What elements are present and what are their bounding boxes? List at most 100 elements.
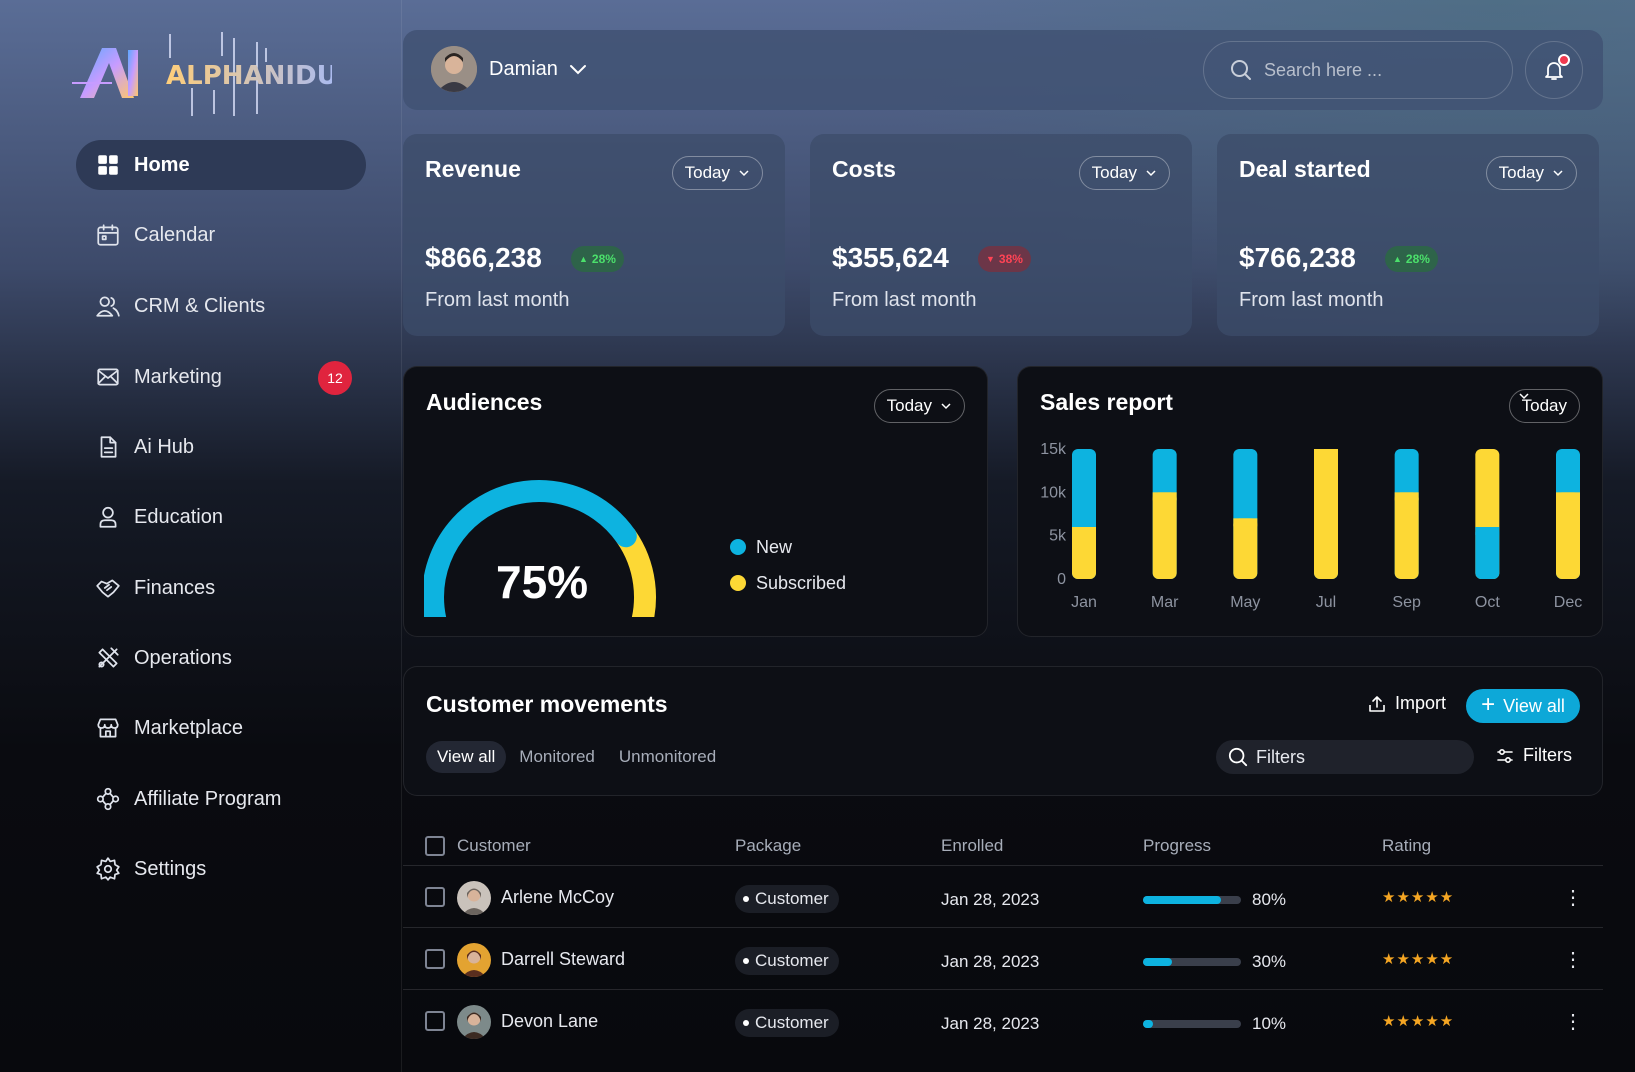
sidebar-item-affiliate-program[interactable]: Affiliate Program — [76, 774, 366, 824]
sidebar-item-label: Operations — [134, 646, 232, 669]
sidebar-item-finances[interactable]: Finances — [76, 563, 366, 613]
bar-segment-join — [1394, 492, 1419, 501]
sidebar-item-label: Marketing — [134, 365, 222, 388]
y-tick-label: 10k — [1040, 484, 1067, 501]
search-input[interactable] — [1264, 59, 1484, 81]
enrolled-date: Jan 28, 2023 — [941, 952, 1040, 971]
top-bar: Damian — [403, 30, 1603, 110]
sales-report-title: Sales report — [1040, 389, 1173, 415]
import-button[interactable]: Import — [1367, 693, 1446, 714]
document-icon — [94, 433, 122, 461]
rating-stars: ★★★★★ — [1382, 1013, 1455, 1030]
period-dropdown[interactable]: Today — [1485, 156, 1577, 190]
sidebar-item-label: Settings — [134, 857, 207, 880]
column-header-rating[interactable]: Rating — [1382, 836, 1432, 855]
tab-monitored[interactable]: Monitored — [519, 747, 595, 766]
sidebar-item-crm-clients[interactable]: CRM & Clients — [76, 281, 366, 331]
view-all-label: View all — [1503, 695, 1565, 716]
rating-stars: ★★★★★ — [1382, 889, 1455, 906]
table-row[interactable]: Arlene McCoy Customer Jan 28, 2023 80% ★★★★★… — [403, 866, 1603, 928]
bar-segment-bottom[interactable] — [1233, 518, 1258, 579]
sidebar-item-home[interactable]: Home — [76, 140, 366, 190]
row-checkbox[interactable] — [425, 887, 445, 907]
filters-button[interactable]: Filters — [1495, 745, 1572, 766]
column-header-package[interactable]: Package — [735, 836, 802, 855]
more-options-icon[interactable]: ⋮ — [1563, 887, 1583, 909]
x-tick-label: Oct — [1475, 594, 1500, 611]
stat-value: $866,238 — [425, 242, 542, 273]
more-options-icon[interactable]: ⋮ — [1563, 949, 1583, 971]
sidebar-item-marketplace[interactable]: Marketplace — [76, 703, 366, 753]
sidebar-item-calendar[interactable]: Calendar — [76, 210, 366, 260]
period-dropdown[interactable]: Today — [1078, 156, 1170, 190]
sidebar-item-marketing[interactable]: Marketing 12 — [76, 352, 366, 402]
column-header-progress[interactable]: Progress — [1143, 836, 1212, 855]
network-icon — [94, 785, 122, 813]
period-label: Today — [684, 163, 730, 182]
column-header-customer[interactable]: Customer — [457, 836, 531, 855]
sales-report-card: 0 5k 10k 15k Jan Mar May Jul Sep Oct Dec Sales rep… — [1017, 366, 1603, 637]
progress-fill — [1143, 958, 1173, 966]
progress-bar — [1143, 896, 1241, 904]
customer-movements-panel: Customer movements Import + View all Vie… — [403, 666, 1603, 796]
legend-label: Subscribed — [756, 573, 847, 593]
legend-swatch — [730, 575, 746, 591]
notification-dot — [1558, 54, 1570, 66]
audiences-period-dropdown[interactable]: Today — [873, 389, 965, 423]
table-row[interactable]: Darrell Steward Customer Jan 28, 2023 30% ★★… — [403, 928, 1603, 990]
bar-segment-bottom[interactable] — [1314, 449, 1338, 579]
package-label: Customer — [755, 951, 829, 970]
bar-segment-bottom[interactable] — [1556, 492, 1580, 579]
arrow-up-icon: ▲ — [1393, 254, 1402, 264]
change-value: 38% — [998, 252, 1023, 266]
bar-segment-bottom[interactable] — [1152, 492, 1177, 579]
sidebar-item-label: Finances — [134, 576, 216, 599]
user-menu[interactable]: Damian — [431, 46, 588, 92]
sidebar-item-ai-hub[interactable]: Ai Hub — [76, 422, 366, 472]
package-badge: Customer — [735, 947, 839, 975]
period-label: Today — [1091, 163, 1137, 182]
search-bar[interactable] — [1203, 41, 1513, 99]
notifications-button[interactable] — [1525, 41, 1583, 99]
sidebar-item-operations[interactable]: Operations — [76, 633, 366, 683]
audiences-gauge — [424, 480, 656, 617]
audiences-percent: 75% — [496, 556, 589, 608]
chevron-down-icon — [1519, 393, 1529, 400]
row-checkbox[interactable] — [425, 949, 445, 969]
tab-view-all[interactable]: View all — [426, 741, 507, 773]
deal-started-card: Deal started Today $766,238 ▲ 28% From last m… — [1217, 134, 1599, 336]
more-options-icon[interactable]: ⋮ — [1563, 1011, 1583, 1033]
bar-segment-join — [1072, 527, 1096, 535]
sidebar-item-education[interactable]: Education — [76, 492, 366, 542]
customer-name[interactable]: Devon Lane — [501, 1011, 599, 1031]
sidebar-item-label: Home — [134, 153, 190, 176]
filter-search[interactable] — [1216, 740, 1474, 774]
legend-item-subscribed: Subscribed — [730, 573, 846, 594]
tools-icon — [94, 644, 122, 672]
select-all-checkbox[interactable] — [425, 836, 445, 856]
rating-stars: ★★★★★ — [1382, 951, 1455, 968]
tab-unmonitored[interactable]: Unmonitored — [618, 747, 717, 766]
sliders-icon — [1497, 748, 1513, 763]
search-icon — [1231, 60, 1251, 80]
bar-segment-bottom[interactable] — [1475, 527, 1500, 579]
period-label: Today — [1498, 163, 1544, 182]
view-all-button[interactable]: + View all — [1466, 689, 1580, 723]
bar-segment-bottom[interactable] — [1072, 527, 1096, 579]
sales-period-dropdown[interactable]: Today — [1508, 389, 1580, 423]
filter-input[interactable] — [1256, 746, 1456, 768]
period-dropdown[interactable]: Today — [671, 156, 763, 190]
card-title: Revenue — [425, 156, 521, 182]
customer-name[interactable]: Darrell Steward — [501, 949, 626, 969]
change-value: 28% — [1405, 252, 1430, 266]
row-checkbox[interactable] — [425, 1011, 445, 1031]
bar-segment-bottom[interactable] — [1394, 492, 1419, 579]
bar-segment-join — [1314, 449, 1338, 457]
sidebar-item-settings[interactable]: Settings — [76, 844, 366, 894]
search-icon — [1228, 747, 1248, 767]
table-row[interactable]: Devon Lane Customer Jan 28, 2023 10% ★★★★★ ⋮ — [403, 990, 1603, 1052]
stat-subtitle: From last month — [832, 289, 977, 311]
column-header-enrolled[interactable]: Enrolled — [941, 836, 1004, 855]
customer-name[interactable]: Arlene McCoy — [501, 887, 615, 907]
brand-logo[interactable]: ALPHANIDUS — [72, 28, 356, 118]
